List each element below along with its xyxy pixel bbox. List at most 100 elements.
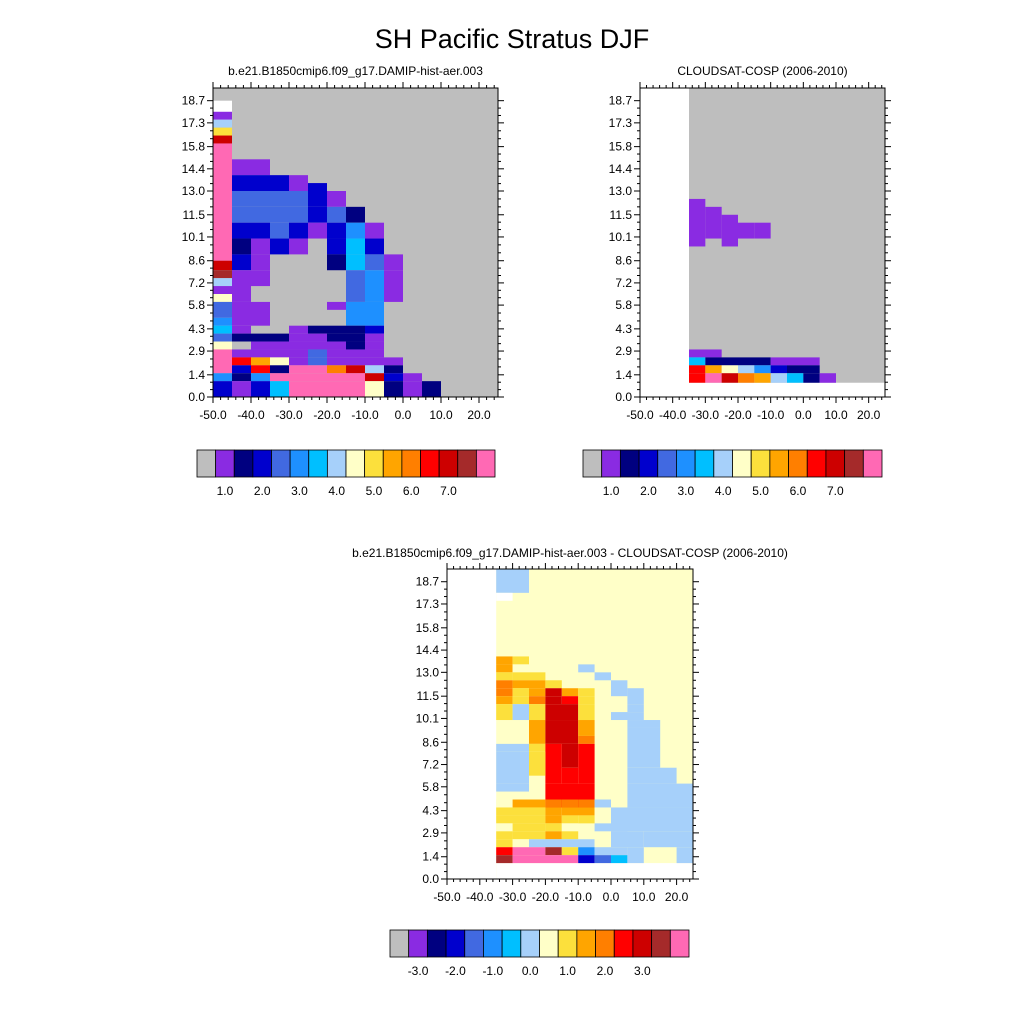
- heatmap-cell: [529, 751, 546, 776]
- colorbar-label: 2.0: [597, 964, 614, 978]
- heatmap-cell: [561, 823, 579, 832]
- y-tick-label: 11.5: [417, 689, 440, 703]
- colorbar-label: 6.0: [790, 484, 807, 498]
- y-tick-label: 17.3: [416, 597, 440, 611]
- y-tick-label: 0.0: [188, 390, 205, 404]
- plot-frame: [446, 568, 694, 880]
- y-tick-label: 5.8: [615, 298, 632, 312]
- y-tick-label: 18.7: [182, 94, 206, 108]
- colorbar-swatch: [769, 449, 789, 478]
- x-tick-label: 20.0: [467, 408, 491, 422]
- y-tick-label: 1.4: [615, 368, 632, 382]
- y-tick-label: 11.5: [183, 208, 206, 222]
- heatmap-cell: [365, 254, 384, 271]
- colorbar-swatch: [657, 449, 677, 478]
- heatmap-cell: [705, 206, 722, 239]
- heatmap-cell: [232, 373, 251, 382]
- heatmap-cell: [403, 381, 422, 397]
- heatmap-cell: [738, 222, 755, 239]
- heatmap-cell: [289, 357, 308, 366]
- heatmap-cell: [705, 357, 771, 366]
- heatmap-cell: [232, 206, 308, 223]
- heatmap-cell: [819, 373, 836, 383]
- colorbar-swatch: [539, 929, 559, 958]
- y-tick-label: 8.6: [615, 254, 632, 268]
- heatmap-cell: [594, 672, 611, 681]
- y-tick-label: 17.3: [182, 116, 206, 130]
- colorbar-swatch: [438, 449, 459, 478]
- heatmap-cell: [512, 664, 529, 673]
- colorbar-label: 3.0: [634, 964, 651, 978]
- heatmap-cell: [308, 183, 327, 207]
- heatmap-cell: [627, 767, 677, 784]
- plot-frame: [212, 87, 499, 398]
- heatmap-cell: [561, 847, 579, 856]
- panel-title: CLOUDSAT-COSP (2006-2010): [677, 64, 847, 78]
- y-tick-label: 15.8: [416, 621, 440, 635]
- heatmap-cell: [561, 815, 579, 824]
- heatmap-cell: [365, 222, 384, 239]
- heatmap-cell: [561, 831, 579, 840]
- heatmap-cell: [643, 831, 693, 848]
- x-tick-label: -10.0: [565, 890, 593, 904]
- heatmap-cell: [578, 664, 595, 673]
- heatmap-cell: [346, 365, 365, 374]
- heatmap-cell: [308, 222, 327, 239]
- heatmap-cell: [529, 847, 546, 856]
- heatmap-cell: [327, 301, 346, 310]
- heatmap-cell: [213, 373, 232, 382]
- x-tick-label: -40.0: [659, 408, 687, 422]
- heatmap-cell: [346, 238, 365, 255]
- colorbar-swatch: [475, 449, 496, 478]
- heatmap-cell: [213, 381, 232, 397]
- heatmap-cell: [403, 373, 422, 382]
- heatmap-cell: [346, 254, 365, 271]
- heatmap-cell: [627, 727, 661, 768]
- heatmap-cell: [384, 365, 403, 374]
- heatmap-cell: [611, 712, 644, 721]
- x-tick-label: -40.0: [237, 408, 265, 422]
- colorbar-label: -2.0: [445, 964, 466, 978]
- heatmap-cell: [496, 688, 513, 697]
- heatmap-cell: [447, 569, 497, 879]
- colorbar-swatch: [595, 929, 615, 958]
- y-tick-label: 0.0: [422, 872, 439, 886]
- heatmap-cell: [327, 254, 346, 271]
- heatmap-cell: [213, 270, 232, 279]
- heatmap-cell: [496, 863, 693, 879]
- colorbar-label: 3.0: [677, 484, 694, 498]
- y-tick-label: 10.1: [182, 230, 206, 244]
- colorbar-swatch: [576, 929, 596, 958]
- heatmap-cell: [496, 847, 513, 856]
- colorbar-swatch: [619, 449, 640, 478]
- colorbar-label: -1.0: [482, 964, 503, 978]
- heatmap-cell: [251, 238, 270, 255]
- heatmap-cell: [232, 365, 251, 374]
- y-tick-label: 13.0: [182, 184, 206, 198]
- panel-title: b.e21.B1850cmip6.f09_g17.DAMIP-hist-aer.…: [352, 546, 788, 560]
- heatmap-cell: [251, 270, 270, 287]
- heatmap-cell: [512, 799, 546, 808]
- heatmap-cell: [327, 349, 384, 358]
- y-tick-label: 2.9: [615, 344, 632, 358]
- heatmap-cell: [232, 325, 251, 334]
- heatmap-cell: [213, 135, 232, 144]
- heatmap-cell: [578, 688, 595, 697]
- y-tick-label: 1.4: [188, 368, 205, 382]
- y-tick-label: 7.2: [188, 276, 205, 290]
- y-tick-label: 11.5: [610, 208, 633, 222]
- heatmap-cell: [289, 333, 327, 342]
- y-tick-label: 5.8: [188, 298, 205, 312]
- heatmap-cell: [496, 839, 513, 848]
- heatmap-cell: [384, 373, 403, 382]
- heatmap-cell: [594, 807, 611, 816]
- heatmap-cell: [496, 799, 513, 808]
- colorbar-swatch: [426, 929, 447, 958]
- heatmap-cell: [270, 222, 289, 239]
- heatmap-cell: [627, 704, 644, 713]
- heatmap-cell: [561, 688, 579, 697]
- colorbar-swatch: [638, 449, 659, 478]
- y-tick-label: 15.8: [609, 140, 633, 154]
- heatmap-cell: [232, 222, 270, 239]
